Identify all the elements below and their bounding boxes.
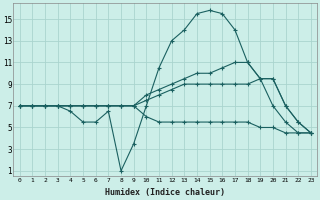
X-axis label: Humidex (Indice chaleur): Humidex (Indice chaleur) xyxy=(105,188,225,197)
